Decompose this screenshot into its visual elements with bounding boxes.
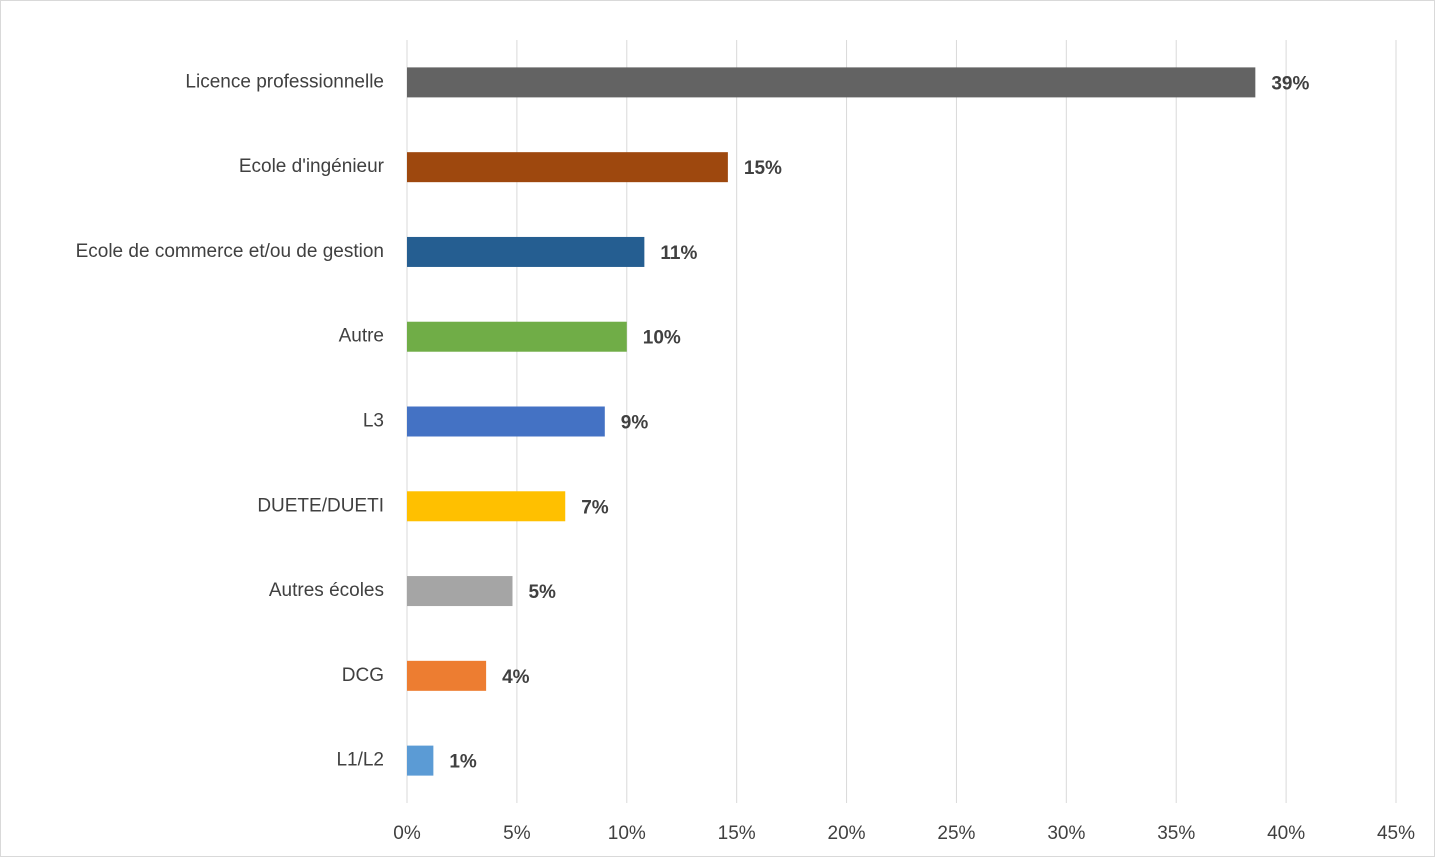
- y-tick-label: Autre: [339, 326, 384, 347]
- y-tick-label: DUETE/DUETI: [257, 495, 384, 516]
- data-label: 15%: [744, 158, 782, 179]
- x-tick-label: 15%: [718, 823, 756, 844]
- x-tick-label: 40%: [1267, 823, 1305, 844]
- bar: [407, 321, 627, 352]
- bar: [407, 576, 513, 607]
- x-tick-label: 25%: [937, 823, 975, 844]
- data-label: 7%: [581, 497, 609, 518]
- x-tick-label: 0%: [393, 823, 421, 844]
- data-label: 39%: [1271, 73, 1309, 94]
- x-tick-label: 35%: [1157, 823, 1195, 844]
- data-label: 5%: [528, 582, 556, 603]
- data-label: 4%: [502, 667, 530, 688]
- bar: [407, 745, 434, 776]
- x-tick-label: 10%: [608, 823, 646, 844]
- y-tick-label: L3: [363, 411, 384, 432]
- bar: [407, 236, 645, 267]
- x-tick-label: 45%: [1377, 823, 1415, 844]
- x-tick-label: 30%: [1047, 823, 1085, 844]
- x-tick-label: 5%: [503, 823, 531, 844]
- bar: [407, 152, 728, 183]
- y-tick-label: Autres écoles: [269, 580, 384, 601]
- y-tick-label: Licence professionnelle: [185, 71, 384, 92]
- bar: [407, 660, 487, 691]
- bar: [407, 406, 605, 437]
- data-label: 10%: [643, 328, 681, 349]
- bar: [407, 491, 566, 522]
- y-tick-label: L1/L2: [336, 750, 384, 771]
- x-tick-label: 20%: [828, 823, 866, 844]
- data-label: 11%: [660, 243, 697, 264]
- bar: [407, 67, 1256, 98]
- data-label: 1%: [449, 752, 477, 773]
- y-tick-label: Ecole de commerce et/ou de gestion: [76, 241, 384, 262]
- y-tick-label: Ecole d'ingénieur: [239, 156, 385, 177]
- y-tick-label: DCG: [342, 665, 384, 686]
- data-label: 9%: [621, 413, 649, 434]
